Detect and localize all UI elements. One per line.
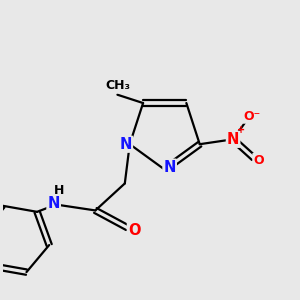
Text: O⁻: O⁻ [243,110,260,123]
Text: CH₃: CH₃ [105,80,130,92]
Text: N: N [227,132,239,147]
Text: N: N [120,137,132,152]
Text: N: N [47,196,60,211]
Text: +: + [237,125,245,136]
Text: N: N [164,160,176,175]
Text: H: H [54,184,64,197]
Text: O: O [128,223,140,238]
Text: O: O [253,154,264,167]
